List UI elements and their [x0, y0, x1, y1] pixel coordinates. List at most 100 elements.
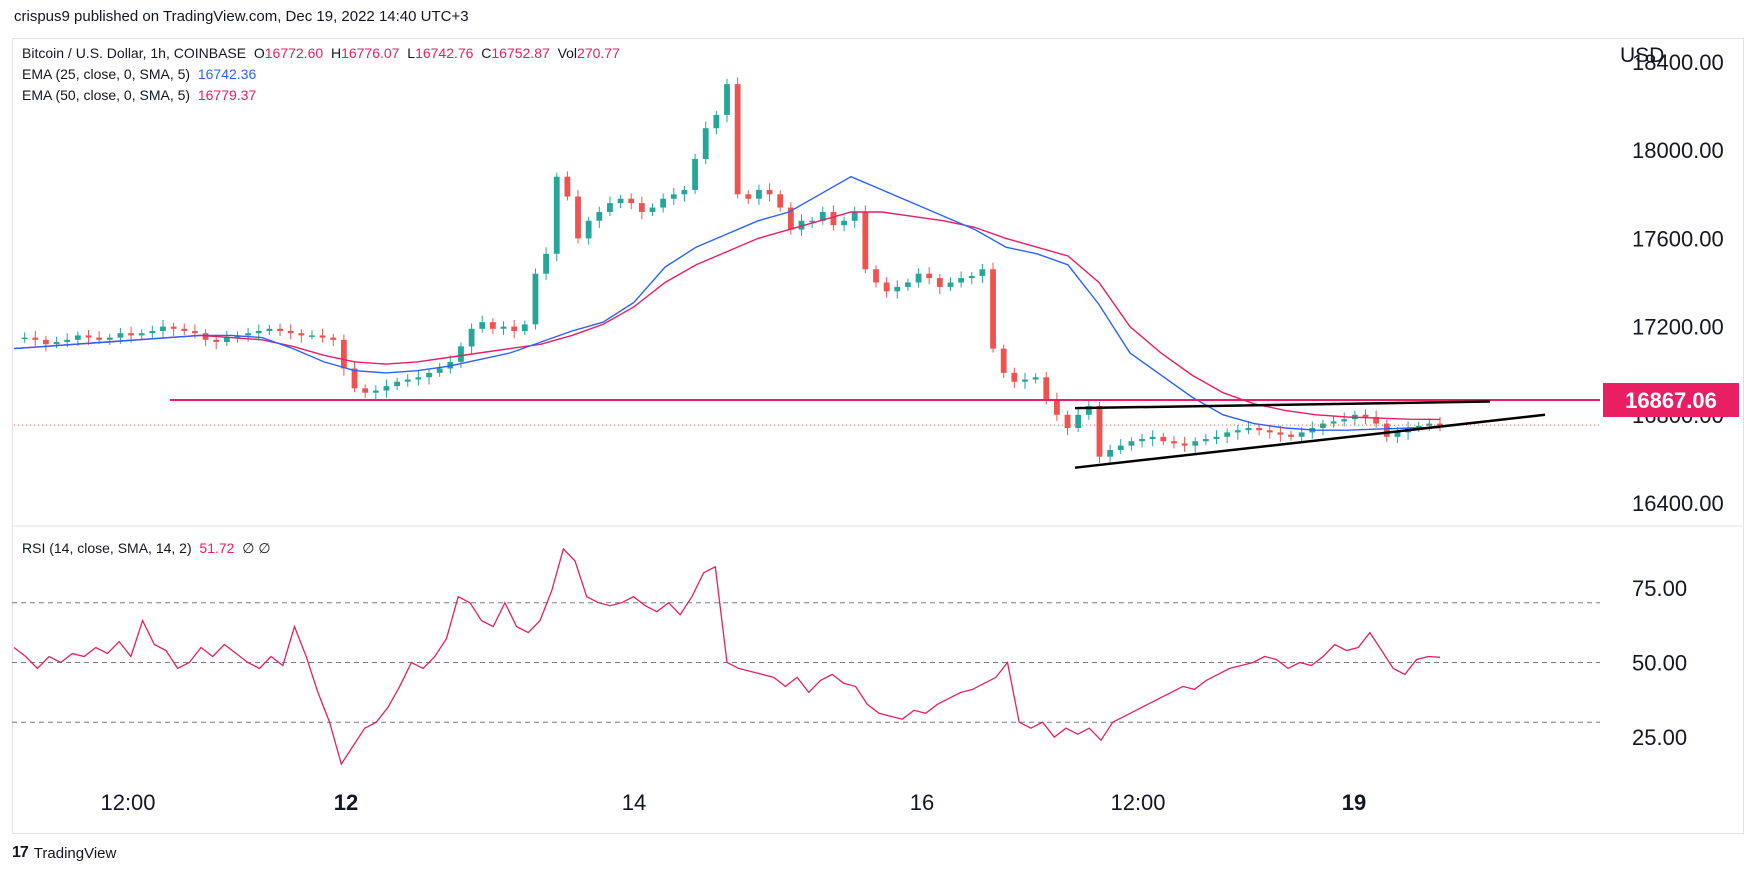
candle-body[interactable] — [53, 342, 60, 345]
candle-body[interactable] — [607, 203, 613, 212]
candle-body[interactable] — [1043, 377, 1050, 400]
candle-body[interactable] — [223, 337, 230, 343]
candle-body[interactable] — [309, 335, 315, 337]
candle-body[interactable] — [915, 273, 922, 283]
candle-body[interactable] — [362, 388, 369, 393]
candle-body[interactable] — [181, 328, 188, 331]
candle-body[interactable] — [43, 339, 49, 345]
candle-body[interactable] — [1032, 377, 1039, 380]
candle-body[interactable] — [1022, 379, 1028, 382]
candle-body[interactable] — [947, 282, 954, 287]
candle-body[interactable] — [862, 211, 869, 270]
candle-body[interactable] — [404, 379, 411, 382]
candle-body[interactable] — [1160, 436, 1167, 442]
candle-body[interactable] — [702, 128, 709, 160]
candle-body[interactable] — [1437, 423, 1443, 426]
candle-body[interactable] — [202, 333, 209, 340]
candle-body[interactable] — [1107, 450, 1114, 457]
candle-body[interactable] — [511, 326, 518, 331]
candle-body[interactable] — [1096, 405, 1103, 457]
tradingview-footer[interactable]: 17 TradingView — [12, 844, 116, 862]
candle-body[interactable] — [1000, 348, 1007, 373]
candle-body[interactable] — [649, 207, 656, 212]
candle-body[interactable] — [979, 269, 986, 276]
candle-body[interactable] — [585, 220, 592, 239]
candle-body[interactable] — [883, 282, 890, 292]
candle-body[interactable] — [1320, 423, 1326, 428]
candle-body[interactable] — [851, 211, 858, 221]
candle-body[interactable] — [340, 339, 347, 369]
candle-body[interactable] — [415, 377, 422, 380]
candle-body[interactable] — [489, 322, 496, 329]
candle-body[interactable] — [298, 333, 305, 336]
candle-body[interactable] — [1213, 436, 1220, 440]
candle-body[interactable] — [255, 331, 262, 334]
candle-body[interactable] — [681, 189, 688, 195]
candle-body[interactable] — [1149, 436, 1156, 440]
candle-body[interactable] — [1224, 432, 1231, 437]
candle-body[interactable] — [479, 322, 486, 329]
candle-body[interactable] — [798, 220, 805, 230]
candle-body[interactable] — [617, 198, 624, 204]
candle-body[interactable] — [564, 176, 571, 197]
candle-body[interactable] — [1415, 425, 1422, 428]
candle-body[interactable] — [330, 337, 337, 340]
candle-body[interactable] — [990, 269, 996, 349]
candle-body[interactable] — [426, 372, 432, 378]
candle-body[interactable] — [660, 198, 667, 208]
candle-body[interactable] — [1117, 445, 1124, 451]
candle-body[interactable] — [873, 269, 879, 283]
candle-body[interactable] — [1266, 430, 1273, 433]
candle-body[interactable] — [138, 333, 145, 336]
candle-body[interactable] — [1383, 423, 1390, 437]
candle-body[interactable] — [841, 220, 847, 226]
candle-body[interactable] — [692, 159, 698, 190]
candle-body[interactable] — [1011, 372, 1018, 382]
candle-body[interactable] — [32, 337, 39, 340]
candle-body[interactable] — [670, 194, 677, 199]
candle-body[interactable] — [458, 346, 464, 362]
candle-body[interactable] — [128, 333, 134, 336]
candle-body[interactable] — [1341, 419, 1348, 422]
candle-body[interactable] — [756, 189, 762, 199]
candle-body[interactable] — [968, 275, 975, 279]
candle-body[interactable] — [1394, 432, 1401, 437]
candle-body[interactable] — [1277, 432, 1284, 435]
lower-trendline[interactable] — [1074, 413, 1546, 469]
candle-body[interactable] — [85, 335, 92, 338]
candle-body[interactable] — [628, 198, 635, 204]
candle-body[interactable] — [383, 386, 390, 391]
candle-body[interactable] — [394, 381, 401, 387]
rsi-pane[interactable] — [12, 547, 1600, 766]
candle-body[interactable] — [1234, 430, 1241, 433]
candle-body[interactable] — [1362, 414, 1369, 417]
candle-body[interactable] — [724, 84, 730, 115]
candle-body[interactable] — [372, 390, 379, 393]
price-pane[interactable] — [13, 77, 1600, 469]
candle-body[interactable] — [436, 368, 443, 373]
candle-body[interactable] — [1298, 432, 1305, 437]
candle-body[interactable] — [809, 220, 816, 223]
candle-body[interactable] — [1288, 434, 1294, 437]
candle-body[interactable] — [1128, 441, 1135, 446]
candle-body[interactable] — [926, 273, 933, 279]
candle-body[interactable] — [1256, 428, 1262, 431]
candle-body[interactable] — [1373, 416, 1380, 424]
candle-body[interactable] — [96, 337, 103, 340]
candle-body[interactable] — [1192, 441, 1199, 446]
candle-body[interactable] — [1245, 428, 1252, 431]
candle-body[interactable] — [21, 337, 28, 340]
candle-body[interactable] — [245, 333, 252, 336]
candle-body[interactable] — [734, 84, 741, 195]
candle-body[interactable] — [192, 331, 198, 334]
candle-body[interactable] — [277, 328, 283, 331]
candle-body[interactable] — [575, 196, 581, 239]
candle-body[interactable] — [287, 331, 294, 334]
candle-body[interactable] — [819, 211, 826, 221]
candle-body[interactable] — [213, 339, 220, 343]
candle-body[interactable] — [553, 176, 560, 254]
candle-body[interactable] — [958, 278, 965, 283]
candle-body[interactable] — [596, 211, 603, 221]
candle-body[interactable] — [117, 333, 124, 338]
